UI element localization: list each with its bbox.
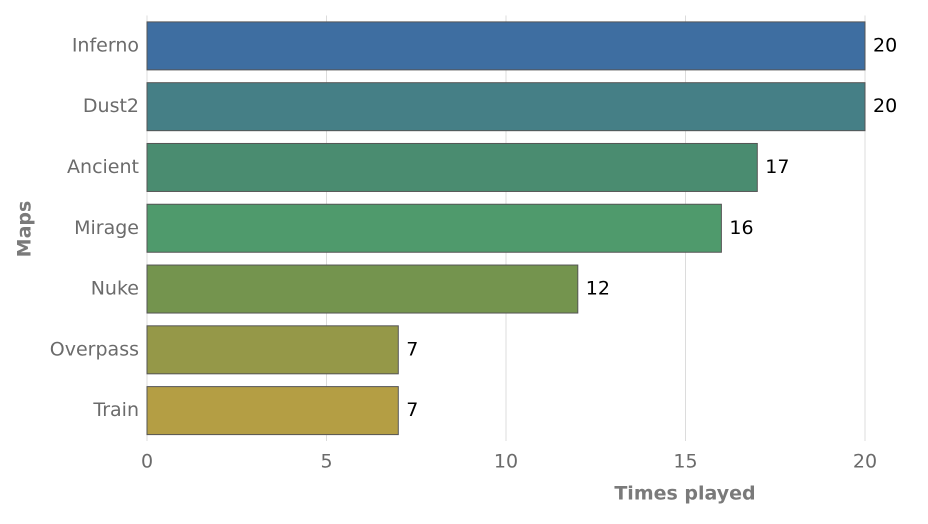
x-tick-label: 15 [673,451,697,473]
value-label: 20 [873,95,897,117]
bar [146,386,399,436]
x-tick-label: 20 [853,451,877,473]
y-tick-label: Nuke [91,278,139,300]
value-label: 7 [406,399,418,421]
bar [146,203,722,253]
y-tick-label: Dust2 [83,95,139,117]
x-tick-label: 5 [320,451,332,473]
bar [146,142,758,192]
value-label: 12 [586,278,610,300]
y-tick-label: Inferno [72,34,139,56]
x-tick-label: 10 [494,451,518,473]
y-tick-label: Ancient [67,156,139,178]
y-axis-title: Maps [14,201,36,258]
value-label: 7 [406,338,418,360]
bar [146,82,866,132]
bar [146,264,579,314]
y-tick-label: Train [92,399,139,421]
value-label: 20 [873,34,897,56]
y-tick-label: Mirage [74,217,139,239]
bar [146,325,399,375]
x-axis-title: Times played [614,483,755,505]
value-label: 16 [729,217,753,239]
y-tick-label: Overpass [50,338,139,360]
bar [146,21,866,71]
x-tick-label: 0 [141,451,153,473]
value-label: 17 [765,156,789,178]
